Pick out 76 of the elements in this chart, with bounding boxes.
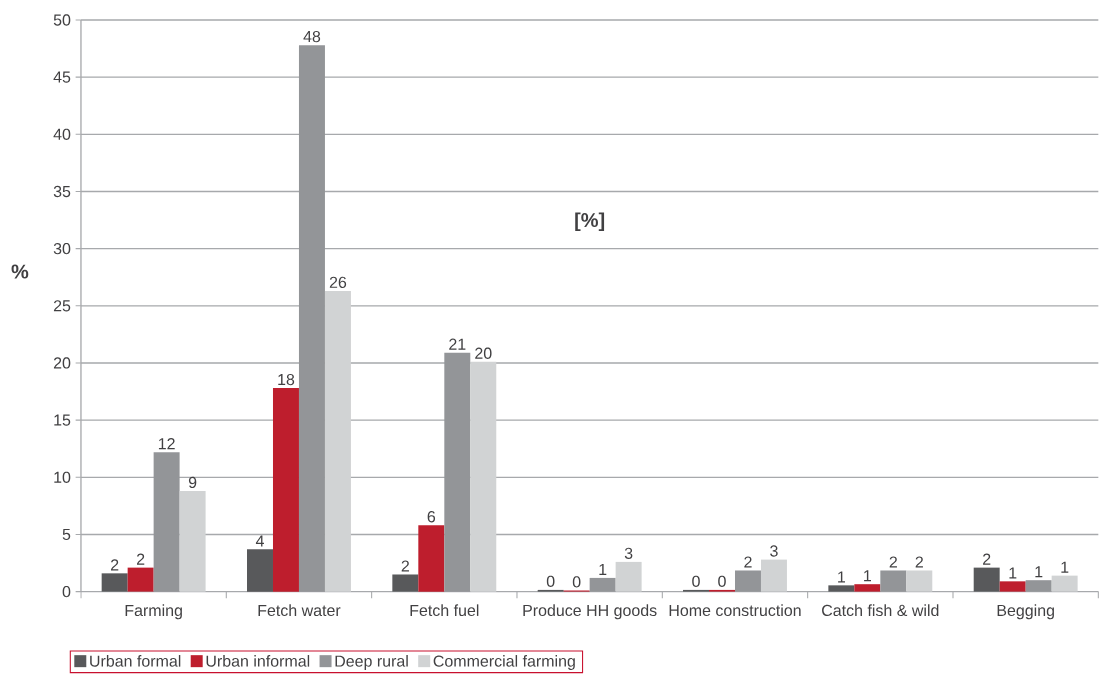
data-label: 21 [449, 338, 466, 350]
bar [1025, 580, 1052, 592]
y-tick-label: 5 [62, 529, 71, 541]
bar [324, 291, 351, 592]
bar [1051, 575, 1078, 592]
data-label: 20 [475, 347, 492, 360]
y-tick-label: 25 [53, 300, 71, 312]
bar [906, 570, 933, 592]
x-tick-label: Fetch water [258, 604, 341, 617]
bar [999, 581, 1026, 592]
data-label: 0 [718, 575, 726, 588]
bar [272, 388, 299, 592]
data-label: 2 [915, 556, 923, 568]
data-label: 2 [889, 556, 897, 568]
data-label: 2 [983, 553, 991, 565]
x-tick-label: Produce HH goods [523, 604, 657, 620]
y-axis-title: % [11, 264, 29, 279]
x-tick-label: Fetch fuel [410, 604, 479, 617]
bar [760, 559, 787, 592]
legend-label: Deep rural [335, 655, 408, 671]
y-tick-label: 40 [53, 128, 71, 141]
bar [101, 573, 128, 592]
data-label: 0 [546, 575, 555, 588]
y-tick-label: 30 [53, 243, 71, 255]
legend-label: Commercial farming [433, 655, 575, 671]
bar [444, 352, 471, 592]
data-label: 3 [770, 545, 778, 557]
x-tick-label: Home construction [669, 604, 801, 617]
data-label: 48 [303, 31, 321, 43]
data-label: 6 [427, 511, 436, 523]
bar [854, 584, 881, 592]
data-label: 9 [188, 476, 197, 489]
data-label: 1 [1061, 561, 1069, 573]
annotation: [%] [575, 212, 605, 232]
data-label: 26 [329, 276, 347, 289]
bar [973, 567, 1000, 592]
data-label: 3 [624, 547, 633, 560]
data-label: 0 [572, 576, 581, 588]
y-tick-label: 0 [62, 586, 71, 598]
data-label: 1 [864, 570, 871, 582]
bar [418, 525, 445, 592]
y-tick-label: 20 [53, 357, 71, 369]
bar [127, 567, 154, 592]
data-label: 2 [111, 559, 119, 571]
bar [589, 578, 616, 592]
data-label: 2 [744, 556, 752, 568]
bar [880, 570, 907, 592]
data-label: 1 [1009, 567, 1017, 579]
x-tick-label: Farming [125, 604, 182, 620]
bar [734, 570, 761, 592]
data-label: 1 [838, 571, 846, 583]
data-label: 12 [158, 438, 175, 450]
data-label: 18 [278, 374, 295, 386]
y-tick-label: 15 [54, 414, 71, 426]
bar [470, 362, 497, 592]
bar [153, 452, 180, 592]
bar [247, 549, 273, 592]
y-tick-label: 45 [53, 71, 71, 83]
bar [298, 45, 325, 592]
bar [392, 574, 419, 592]
bar [179, 491, 206, 592]
data-label: 2 [136, 553, 145, 565]
data-label: 1 [599, 564, 607, 576]
y-tick-label: 50 [53, 14, 71, 26]
legend-label: Urban informal [206, 655, 310, 667]
y-tick-label: 35 [53, 186, 71, 198]
bar [615, 562, 642, 592]
data-label: 0 [692, 575, 700, 588]
data-label: 4 [255, 535, 264, 547]
bar [828, 585, 855, 592]
y-tick-label: 10 [54, 471, 71, 484]
data-label: 2 [401, 560, 409, 572]
x-tick-label: Catch fish & wild [822, 604, 939, 617]
data-label: 1 [1035, 566, 1043, 578]
x-tick-label: Begging [997, 604, 1054, 620]
legend-label: Urban formal [90, 655, 181, 667]
